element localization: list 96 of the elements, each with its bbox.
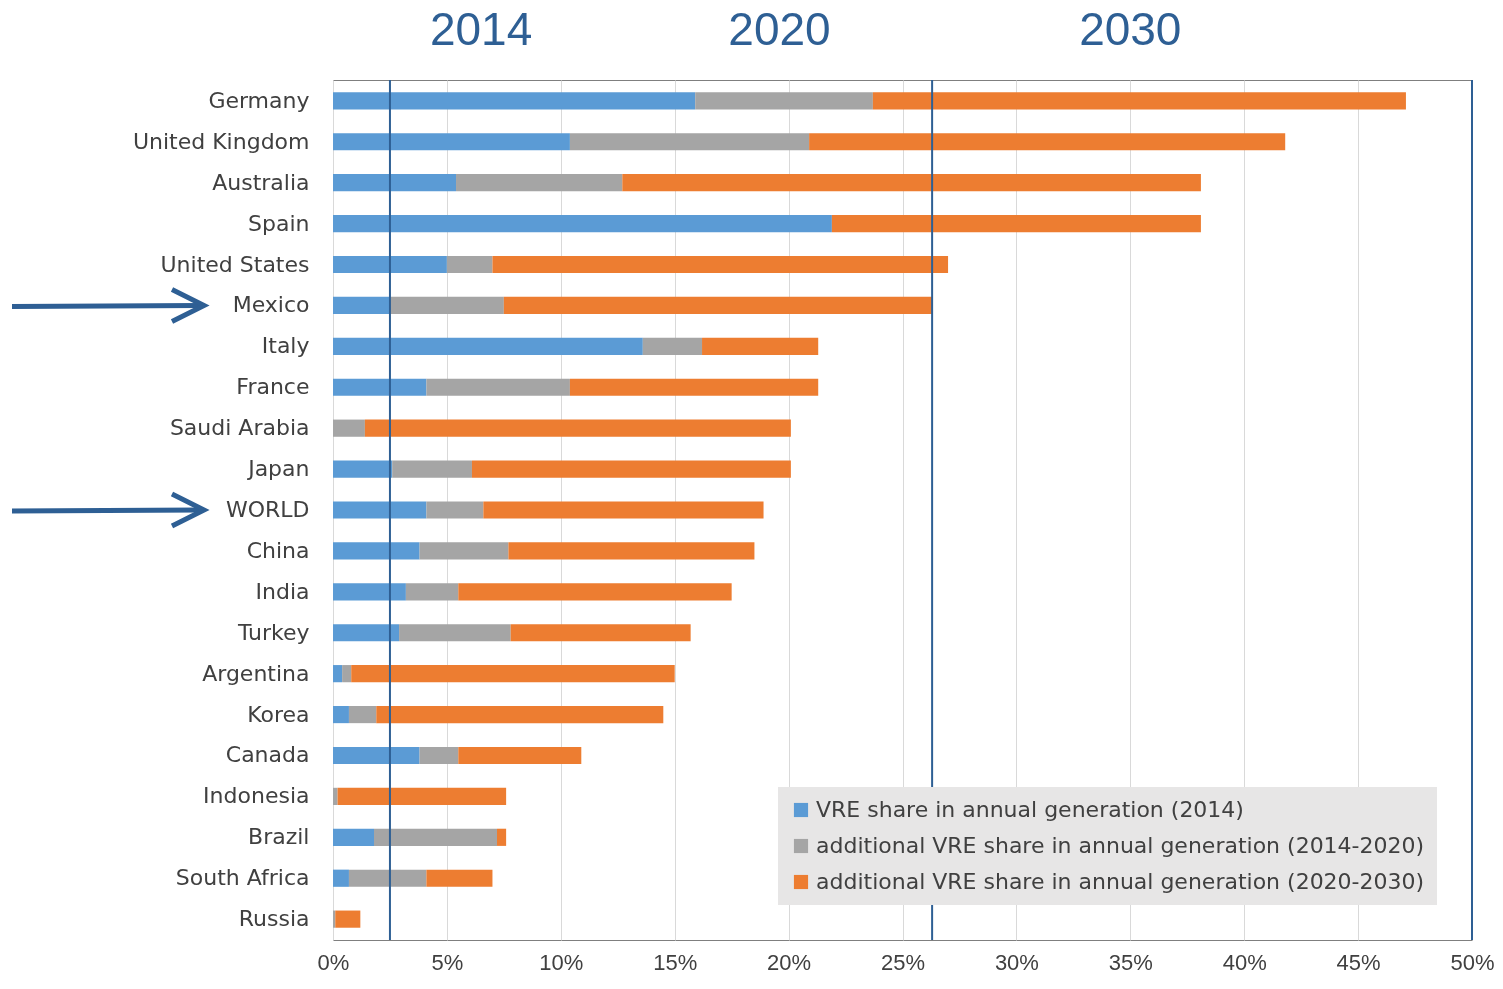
x-tick-label: 35% (1108, 949, 1153, 975)
bar (333, 92, 696, 110)
bar (333, 174, 457, 192)
y-tick-label: France (236, 374, 310, 400)
bar (333, 296, 390, 315)
x-tick-label: 25% (880, 949, 926, 975)
y-tick-label: China (246, 537, 310, 563)
x-tick-label: 45% (1336, 949, 1381, 975)
bar (458, 746, 582, 765)
bar (809, 133, 1286, 151)
bar (419, 542, 509, 560)
text: 2020 (728, 2, 831, 56)
bar (426, 869, 493, 887)
bar (351, 665, 675, 683)
bar (333, 869, 349, 887)
y-tick-label: Brazil (248, 824, 310, 850)
x-tick-label: 10% (539, 949, 584, 975)
bar (348, 705, 377, 724)
bar (333, 215, 832, 233)
bar (399, 624, 511, 642)
bar (376, 705, 664, 724)
bar (471, 460, 791, 478)
bar (333, 828, 374, 846)
x-tick-label: 30% (994, 949, 1039, 975)
bar (446, 255, 493, 274)
bar (333, 460, 393, 478)
bar (419, 746, 459, 765)
y-tick-label: United States (160, 251, 310, 277)
bar (333, 583, 406, 601)
bar (426, 378, 570, 396)
bar (333, 255, 447, 274)
bar (569, 133, 810, 151)
bar (333, 378, 427, 396)
bar (456, 174, 623, 192)
legend-label: VRE share in annual generation (2014) (816, 797, 1244, 822)
bar (333, 542, 420, 560)
text: 2030 (1079, 2, 1182, 56)
bar (622, 174, 1201, 192)
y-tick-label: Canada (225, 742, 310, 768)
bar (405, 583, 459, 601)
legend-label: additional VRE share in annual generation (2020-2030) (816, 869, 1425, 894)
bar (831, 215, 1201, 233)
bar (333, 624, 400, 642)
y-tick-label: Korea (247, 701, 310, 727)
bar (335, 910, 361, 928)
y-tick-label: Germany (208, 87, 310, 113)
text: 2014 (429, 2, 533, 56)
bar (503, 296, 933, 315)
bar (642, 337, 703, 355)
bar (695, 92, 873, 110)
x-tick-label: 20% (767, 949, 812, 975)
bar (333, 501, 427, 519)
x-tick-label: 50% (1450, 949, 1495, 975)
bar (508, 542, 755, 560)
y-tick-label: Indonesia (203, 783, 310, 809)
bar (569, 378, 819, 396)
bar (333, 337, 643, 355)
y-tick-label: Russia (238, 906, 310, 932)
bar (333, 787, 338, 805)
x-tick-label: 5% (431, 949, 464, 975)
bar (364, 419, 791, 437)
x-tick-label: 15% (653, 949, 698, 975)
x-tick-label: 0% (317, 949, 350, 975)
y-tick-label: Saudi Arabia (169, 415, 310, 441)
bar (426, 501, 484, 519)
bar (458, 583, 732, 601)
bar (492, 255, 949, 274)
y-tick-label: Argentina (202, 660, 310, 686)
bar (483, 501, 764, 519)
y-tick-label: Australia (212, 169, 310, 195)
bar (497, 828, 507, 846)
y-tick-label: Italy (261, 333, 310, 359)
bar (702, 337, 819, 355)
y-tick-label: Japan (246, 456, 310, 482)
legend-label: additional VRE share in annual generation (2014-2020) (816, 833, 1425, 858)
bar (333, 705, 349, 724)
bar (337, 787, 507, 805)
bar (333, 133, 570, 151)
y-tick-label: South Africa (175, 865, 310, 891)
y-tick-label: Mexico (232, 292, 310, 318)
bar (389, 296, 504, 315)
x-tick-label: 40% (1222, 949, 1267, 975)
bar (374, 828, 498, 846)
y-tick-label: Turkey (236, 619, 310, 645)
y-tick-label: WORLD (225, 497, 310, 522)
bar (342, 665, 352, 683)
bar (510, 624, 691, 642)
y-tick-label: Spain (248, 210, 310, 236)
bar (392, 460, 472, 478)
y-tick-label: India (255, 578, 310, 604)
bar (872, 92, 1406, 110)
bar (333, 665, 343, 683)
bar (348, 869, 427, 887)
y-tick-label: United Kingdom (132, 128, 310, 154)
bar (333, 746, 420, 765)
bar (333, 419, 365, 437)
